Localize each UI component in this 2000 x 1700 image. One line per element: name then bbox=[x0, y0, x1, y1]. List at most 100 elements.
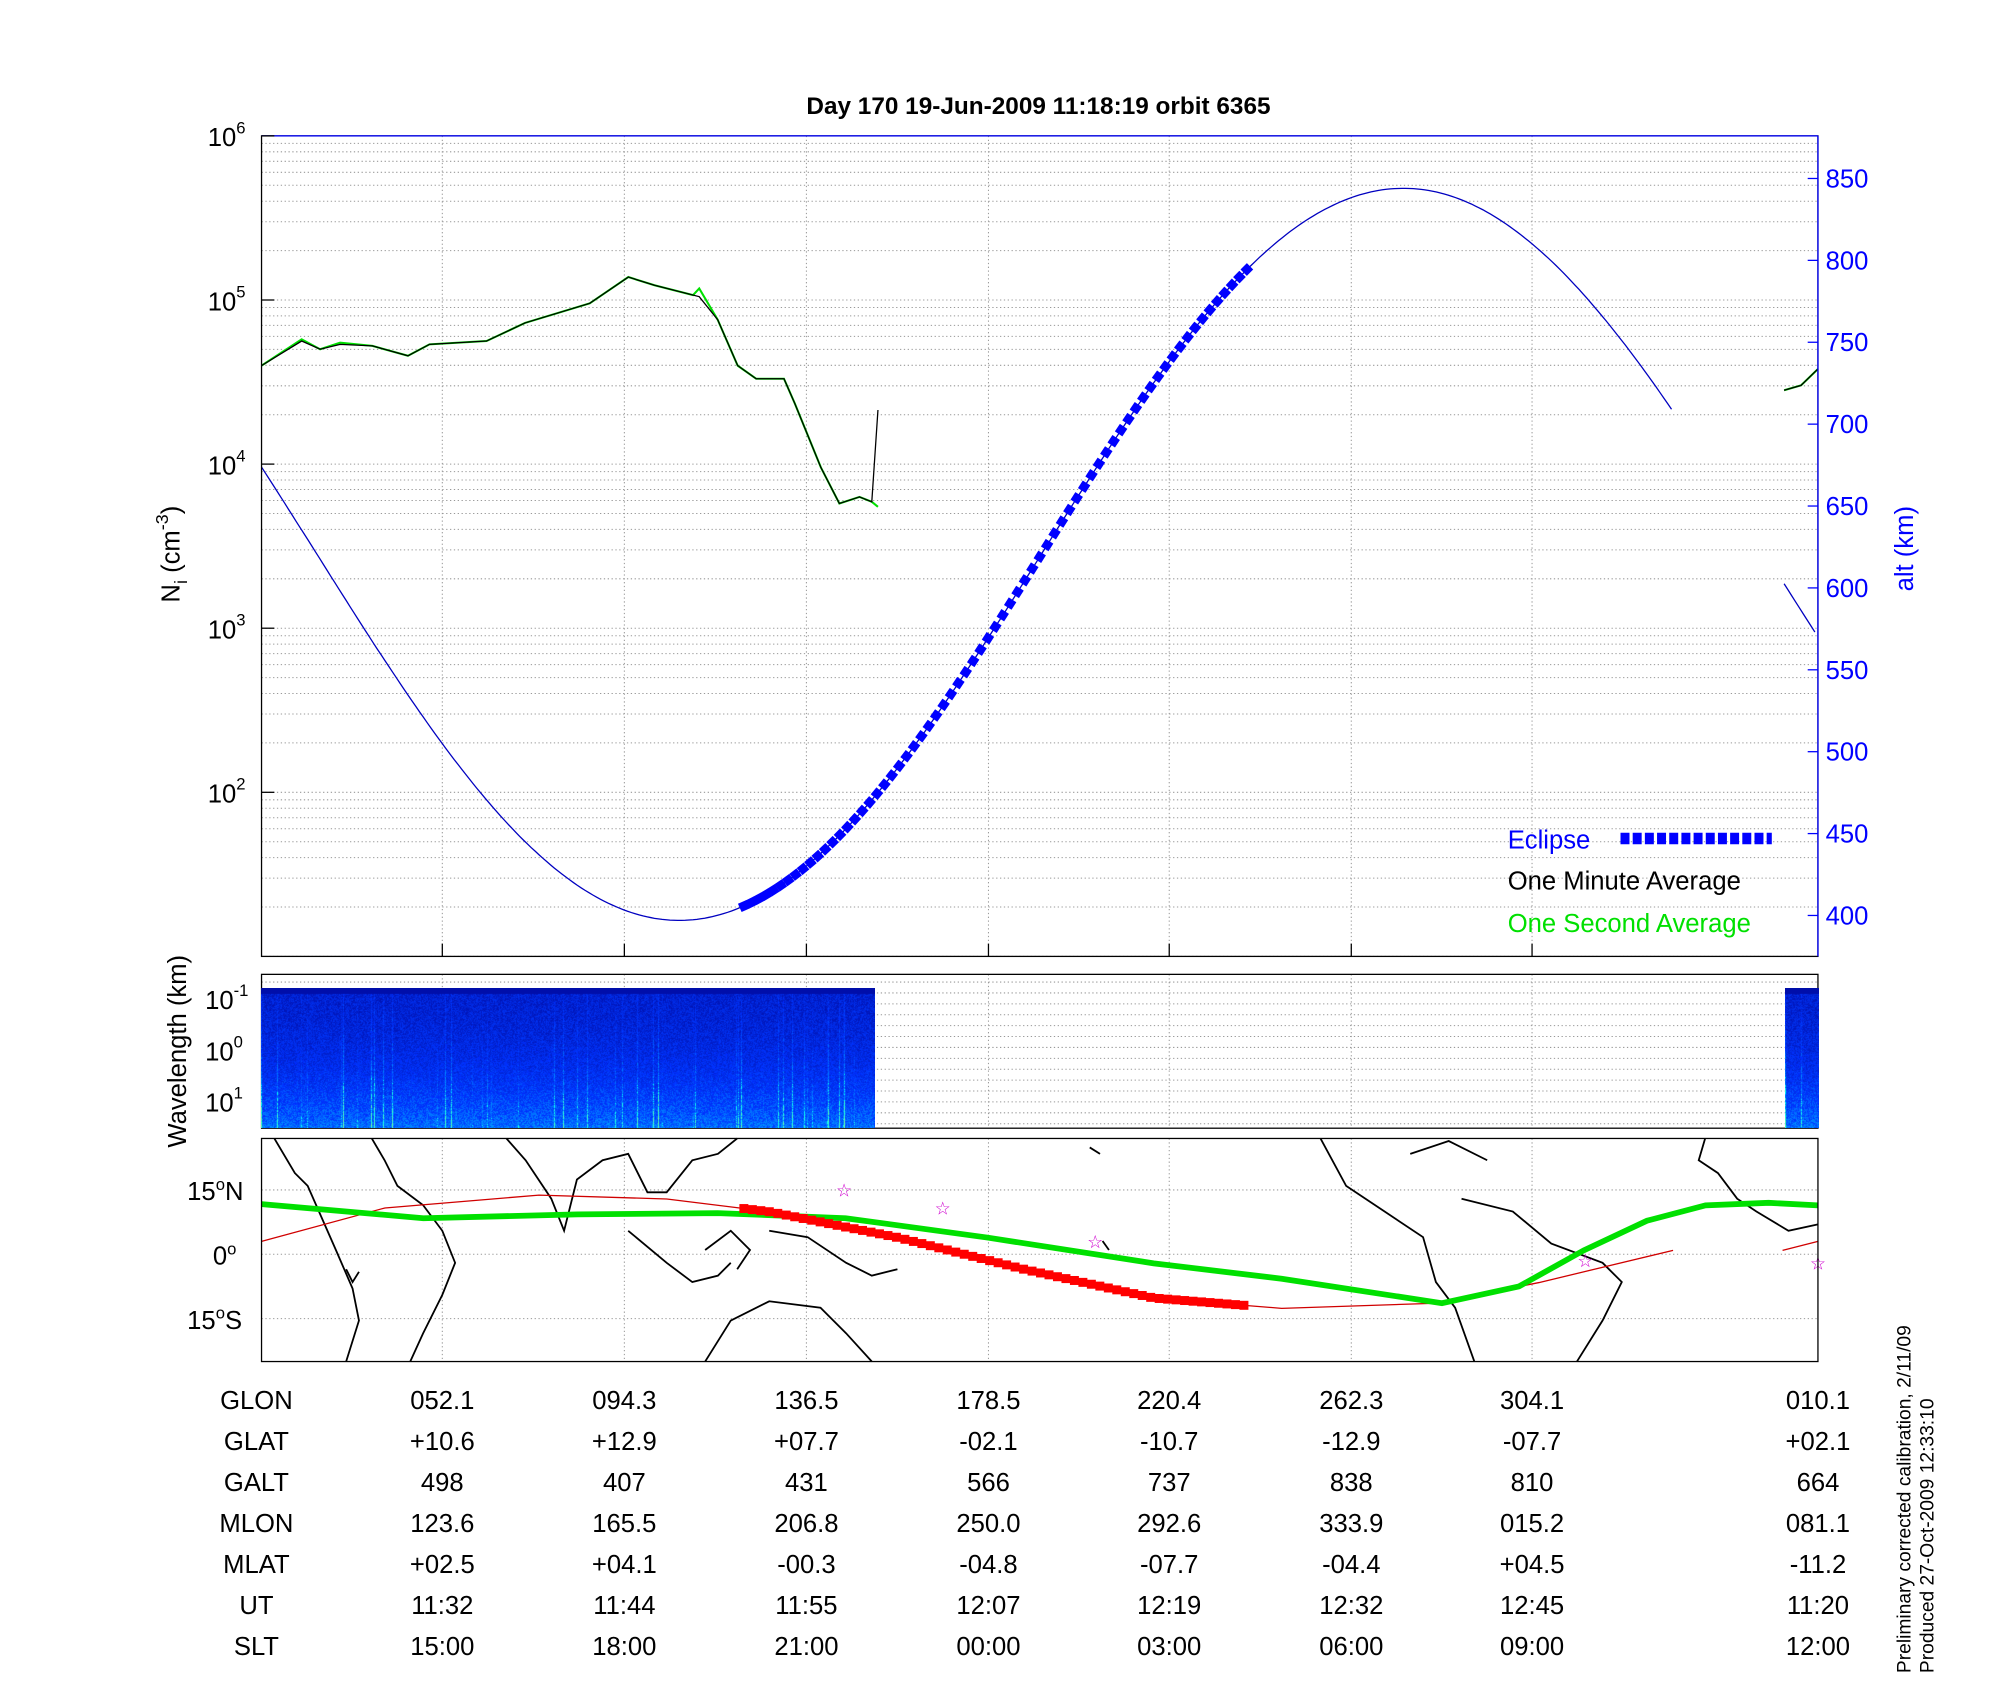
eclipse-marker bbox=[1011, 585, 1024, 599]
eclipse-marker bbox=[900, 749, 913, 763]
y-tick-label-right: 500 bbox=[1826, 739, 1869, 767]
table-cell: 407 bbox=[603, 1469, 646, 1497]
table-cell: +02.1 bbox=[1786, 1428, 1851, 1456]
eclipse-marker bbox=[1033, 550, 1046, 563]
table-cell: 262.3 bbox=[1319, 1387, 1383, 1415]
table-cell: 165.5 bbox=[592, 1510, 656, 1538]
table-cell: -02.1 bbox=[959, 1428, 1017, 1456]
eclipse-track-marker bbox=[1036, 1268, 1046, 1278]
eclipse-marker bbox=[952, 676, 965, 690]
eclipse-marker bbox=[885, 769, 899, 782]
eclipse-track-marker bbox=[1010, 1262, 1020, 1272]
eclipse-marker bbox=[1181, 330, 1194, 344]
eclipse-marker bbox=[922, 719, 936, 733]
table-cell: 015.2 bbox=[1500, 1510, 1564, 1538]
eclipse-track-marker bbox=[1002, 1260, 1012, 1270]
eclipse-track-marker bbox=[1129, 1289, 1139, 1299]
eclipse-marker bbox=[833, 828, 847, 842]
eclipse-track-marker bbox=[976, 1254, 986, 1263]
one-second-average-line bbox=[1783, 368, 1819, 392]
eclipse-track-marker bbox=[951, 1247, 961, 1257]
eclipse-marker bbox=[1151, 370, 1165, 383]
eclipse-track-marker bbox=[1052, 1272, 1062, 1282]
eclipse-marker bbox=[996, 609, 1009, 622]
eclipse-marker bbox=[937, 698, 950, 712]
eclipse-track-marker bbox=[824, 1219, 834, 1229]
eclipse-marker bbox=[878, 778, 891, 791]
eclipse-track-marker bbox=[874, 1229, 884, 1239]
eclipse-track-marker bbox=[1086, 1279, 1096, 1289]
spectrogram-block-2 bbox=[1785, 988, 1819, 1128]
eclipse-marker bbox=[1144, 380, 1157, 394]
star-marker: ☆ bbox=[1577, 1251, 1593, 1271]
table-cell: 12:07 bbox=[956, 1592, 1020, 1620]
eclipse-track-marker bbox=[790, 1212, 800, 1222]
eclipse-track-marker bbox=[1078, 1277, 1088, 1287]
coastline bbox=[505, 1137, 738, 1234]
eclipse-track-marker bbox=[781, 1210, 791, 1220]
eclipse-marker bbox=[981, 632, 995, 645]
eclipse-marker bbox=[1018, 574, 1032, 587]
map-frame bbox=[260, 1137, 1819, 1363]
eclipse-track-marker bbox=[832, 1220, 842, 1230]
eclipse-marker bbox=[959, 665, 972, 679]
table-cell: -07.7 bbox=[1140, 1551, 1198, 1579]
table-cell: 136.5 bbox=[774, 1387, 838, 1415]
eclipse-marker bbox=[1173, 340, 1187, 354]
table-cell: 11:20 bbox=[1787, 1592, 1849, 1620]
eclipse-track-marker bbox=[1044, 1270, 1054, 1280]
eclipse-track-marker bbox=[841, 1222, 851, 1232]
table-cell: 03:00 bbox=[1137, 1633, 1201, 1661]
eclipse-track-marker bbox=[1163, 1294, 1173, 1304]
eclipse-marker bbox=[1233, 270, 1246, 284]
table-row-label: GLON bbox=[220, 1387, 293, 1415]
eclipse-track-marker bbox=[1120, 1287, 1130, 1297]
altitude-line bbox=[1783, 583, 1816, 633]
eclipse-marker bbox=[1218, 286, 1232, 300]
table-cell: 11:44 bbox=[593, 1592, 655, 1620]
eclipse-marker bbox=[892, 759, 906, 773]
table-cell: 094.3 bbox=[592, 1387, 656, 1415]
eclipse-track-marker bbox=[1146, 1292, 1156, 1302]
eclipse-track-marker bbox=[993, 1258, 1003, 1268]
eclipse-track-marker bbox=[942, 1245, 952, 1255]
eclipse-marker bbox=[1085, 469, 1098, 482]
eclipse-marker bbox=[966, 654, 980, 668]
coastline bbox=[769, 1229, 898, 1277]
eclipse-track-marker bbox=[934, 1243, 944, 1253]
table-cell: 00:00 bbox=[956, 1633, 1020, 1661]
satellite-track bbox=[1782, 1240, 1819, 1252]
table-cell: -11.2 bbox=[1790, 1551, 1847, 1579]
table-cell: +10.6 bbox=[410, 1428, 475, 1456]
table-cell: 333.9 bbox=[1319, 1510, 1383, 1538]
eclipse-track-marker bbox=[1027, 1266, 1037, 1276]
table-cell: 292.6 bbox=[1137, 1510, 1201, 1538]
table-cell: 11:55 bbox=[775, 1592, 837, 1620]
table-cell: 21:00 bbox=[774, 1633, 838, 1661]
eclipse-marker bbox=[1040, 538, 1054, 552]
chart-title: Day 170 19-Jun-2009 11:18:19 orbit 6365 bbox=[806, 93, 1270, 120]
eclipse-track-marker bbox=[756, 1206, 766, 1216]
eclipse-track-marker bbox=[883, 1231, 893, 1241]
eclipse-marker bbox=[1122, 412, 1135, 426]
eclipse-track-marker bbox=[739, 1204, 749, 1214]
eclipse-track-marker bbox=[764, 1207, 774, 1217]
table-cell: -04.8 bbox=[959, 1551, 1017, 1579]
eclipse-track-marker bbox=[798, 1213, 808, 1223]
eclipse-track-marker bbox=[747, 1205, 757, 1215]
table-cell: 18:00 bbox=[592, 1633, 656, 1661]
coastline bbox=[627, 1230, 732, 1284]
table-cell: 123.6 bbox=[410, 1510, 474, 1538]
eclipse-marker bbox=[1225, 278, 1239, 292]
eclipse-marker bbox=[789, 868, 802, 881]
eclipse-marker bbox=[804, 856, 817, 869]
eclipse-marker bbox=[848, 812, 862, 826]
eclipse-track-marker bbox=[1019, 1264, 1029, 1274]
table-cell: 810 bbox=[1511, 1469, 1554, 1497]
eclipse-marker bbox=[863, 796, 876, 809]
eclipse-marker bbox=[781, 873, 795, 887]
spectrogram-y-tick-label: 10-1 bbox=[205, 981, 248, 1015]
eclipse-track-marker bbox=[1188, 1296, 1198, 1306]
eclipse-track-marker bbox=[908, 1236, 918, 1246]
table-cell: 052.1 bbox=[410, 1387, 474, 1415]
